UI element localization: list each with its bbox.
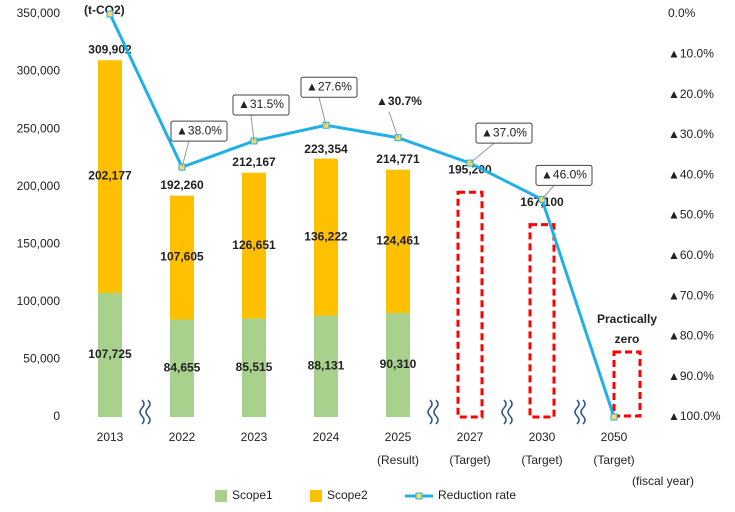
label-box: [300, 76, 358, 98]
target-box-2050: [612, 350, 642, 418]
y-tick-label: 200,000: [17, 179, 61, 193]
legend-swatch: [215, 490, 227, 502]
x-label: (fiscal year): [632, 474, 694, 488]
x-tick-label: 2013: [97, 430, 124, 444]
segment-label: 126,651: [232, 238, 276, 252]
bar-segment: [170, 319, 194, 417]
segment-label: 88,131: [308, 358, 345, 372]
total-label: 214,771: [376, 152, 420, 166]
y-tick-label: 350,000: [17, 6, 61, 20]
legend-marker: [415, 492, 423, 500]
total-label: 212,167: [232, 155, 276, 169]
y-unit: (t-CO2): [84, 3, 125, 17]
line-marker: [106, 10, 114, 18]
segment-label: 124,461: [376, 234, 420, 248]
y-tick-label: 300,000: [17, 64, 61, 78]
leader-line: [181, 141, 190, 168]
x-tick-note: (Target): [521, 453, 562, 467]
y-tick-label: 150,000: [17, 236, 61, 250]
y-tick-label: 50,000: [23, 352, 60, 366]
rate-label: ▲46.0%: [541, 168, 587, 182]
label-box: [232, 94, 290, 116]
y-tick-label: 250,000: [17, 121, 61, 135]
bar-segment: [314, 315, 338, 417]
annotation: Practically zero: [597, 312, 657, 346]
target-box: [528, 223, 556, 419]
segment-label: 107,725: [88, 347, 132, 361]
x-tick-label: 2050: [601, 430, 628, 444]
leader-line: [318, 97, 327, 126]
legend-label: Scope2: [327, 488, 368, 502]
x-tick-label: 2025: [385, 430, 412, 444]
segment-label: 202,177: [88, 169, 132, 183]
rate-label: ▲27.6%: [306, 79, 352, 93]
bar-segment: [386, 169, 410, 314]
total-label: 309,902: [88, 42, 132, 56]
label-box: [475, 122, 533, 144]
bar-segment: [242, 172, 266, 319]
label-box: [535, 164, 593, 186]
label-box: [170, 120, 228, 142]
rate-label: ▲30.7%: [376, 94, 422, 108]
y2-tick-label: ▲30.0%: [668, 127, 714, 141]
y-tick-label: 0: [53, 409, 60, 423]
bar-segment: [98, 292, 122, 417]
bar-segment: [314, 158, 338, 316]
legend-label: Reduction rate: [438, 488, 516, 502]
axis-breaks: [139, 399, 586, 425]
y2-tick-label: 0.0%: [668, 6, 696, 20]
y2-tick-label: ▲20.0%: [668, 87, 714, 101]
x-tick-note: (Target): [449, 453, 490, 467]
total-label: 195,200: [448, 162, 492, 176]
legend-label: Scope1: [232, 488, 273, 502]
rate-label: ▲37.0%: [481, 125, 527, 139]
rate-label: ▲38.0%: [176, 123, 222, 137]
y2-tick-label: ▲80.0%: [668, 329, 714, 343]
bar-segment: [170, 195, 194, 320]
leader-line: [250, 114, 255, 142]
segment-label: 136,222: [304, 229, 348, 243]
leader-line: [388, 111, 399, 138]
x-tick-label: 2027: [457, 430, 484, 444]
x-tick-label: 2022: [169, 430, 196, 444]
y2-tick-label: ▲10.0%: [668, 46, 714, 60]
x-tick-label: 2030: [529, 430, 556, 444]
y2-tick-label: ▲90.0%: [668, 369, 714, 383]
segment-label: 85,515: [236, 360, 273, 374]
y2-tick-label: ▲50.0%: [668, 208, 714, 222]
rate-label: ▲31.5%: [238, 97, 284, 111]
target-box: [456, 190, 484, 419]
x-tick-label: 2023: [241, 430, 268, 444]
x-tick-note: (Result): [377, 453, 419, 467]
bar-segment: [242, 318, 266, 417]
total-label: 223,354: [304, 142, 348, 156]
line-marker: [610, 413, 618, 421]
leader-line: [541, 185, 555, 200]
y2-tick-label: ▲100.0%: [668, 409, 721, 423]
segment-label: 84,655: [164, 360, 201, 374]
y2-tick-label: ▲60.0%: [668, 248, 714, 262]
leader-line: [469, 142, 495, 164]
legend-swatch: [310, 490, 322, 502]
y2-tick-label: ▲40.0%: [668, 167, 714, 181]
line: [108, 13, 616, 418]
y-tick-label: 100,000: [17, 294, 61, 308]
x-tick-label: 2024: [313, 430, 340, 444]
bar-segment: [98, 60, 122, 293]
segment-label: 90,310: [380, 357, 417, 371]
y2-tick-label: ▲70.0%: [668, 288, 714, 302]
total-label: 192,260: [160, 178, 204, 192]
annotation-line: Practically: [597, 312, 657, 326]
bar-segment: [386, 313, 410, 417]
annotation-line: zero: [615, 332, 640, 346]
x-tick-note: (Target): [593, 453, 634, 467]
segment-label: 107,605: [160, 250, 204, 264]
